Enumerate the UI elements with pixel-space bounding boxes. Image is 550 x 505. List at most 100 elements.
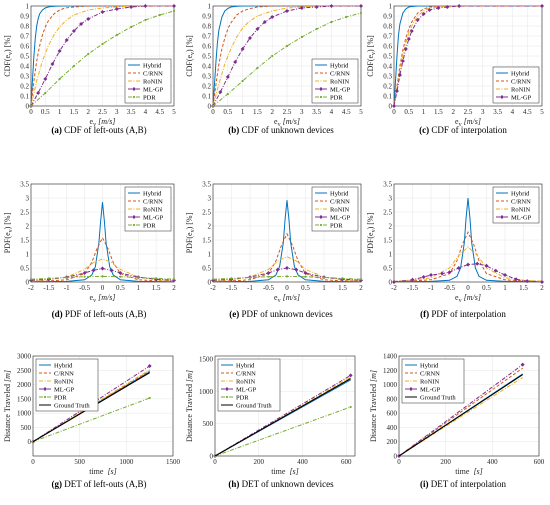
y-tick-label: 3.5 <box>20 181 29 189</box>
x-tick-label: 600 <box>534 458 545 466</box>
x-tick-label: 3.5 <box>493 108 502 116</box>
data-point <box>409 29 414 33</box>
data-point <box>144 18 147 22</box>
panel-caption: (d) PDF of left-outs (A,B) <box>14 309 184 319</box>
chart-panel-e: -2 -1.5 -1 -0.5 0 0.5 1 1.5 2 0 0.5 1 1.5 2 2.5 3 3.5 Hyb… <box>185 181 363 305</box>
x-tick-label: 4 <box>330 108 334 116</box>
x-axis-label-unit: [m/s] <box>283 293 300 302</box>
data-point <box>540 4 544 8</box>
legend-label: Hybrid <box>511 70 530 77</box>
x-tick-label: 0.5 <box>301 284 310 292</box>
y-axis-label: CDF(ev) [%] <box>185 35 196 77</box>
legend-label: C/RNN <box>143 198 163 205</box>
y-tick-label: 0.2 <box>20 83 29 91</box>
legend-label: PDR <box>143 222 156 229</box>
y-tick-label: 0 <box>208 279 212 287</box>
legend-label: C/RNN <box>511 78 531 85</box>
series-line-ground-truth <box>399 374 524 456</box>
panel-caption: (i) DET of interpolation <box>378 479 548 489</box>
legend-label: Hybrid <box>143 190 162 197</box>
x-tick-label: 1500 <box>166 458 181 466</box>
legend-box <box>217 358 281 412</box>
y-tick-label: 2000 <box>17 381 32 389</box>
x-tick-label: 0 <box>211 108 215 116</box>
chart-panel-h: 0 200 400 600050010001500HybridC/RNNRoNINML… <box>185 355 356 476</box>
x-tick-label: 2 <box>172 284 176 292</box>
series-line-ronin <box>394 6 542 106</box>
x-axis-label: ev [m/s] <box>274 293 300 304</box>
y-axis-label-sub: v <box>371 52 377 55</box>
legend-label: C/RNN <box>143 70 163 77</box>
data-point <box>256 66 259 70</box>
data-point <box>410 277 415 282</box>
x-tick-label: 3.5 <box>312 108 321 116</box>
y-tick-label: 0 <box>208 103 212 111</box>
y-tick-label: 0 <box>389 279 393 287</box>
y-axis-label-text: CDF(e <box>185 54 194 76</box>
x-tick-label: 1 <box>422 108 426 116</box>
y-tick-label: 1 <box>389 251 393 259</box>
data-point <box>400 59 405 63</box>
x-tick-label: 1000 <box>119 458 134 466</box>
caption-letter: (i) <box>419 479 429 489</box>
y-tick-label: 0.9 <box>202 13 211 21</box>
x-tick-label: 2 <box>540 284 544 292</box>
data-point <box>71 29 76 33</box>
x-axis-label-sub: v <box>278 298 281 304</box>
legend-marker <box>43 395 47 399</box>
y-axis-label: Distance Traveled [m] <box>369 370 378 442</box>
legend-label: RoNIN <box>54 378 73 385</box>
x-axis-label-unit: [s] <box>107 467 116 476</box>
y-tick-label: 0.8 <box>383 23 392 31</box>
legend-box <box>401 358 465 404</box>
y-tick-label: 0 <box>394 453 398 461</box>
y-tick-label: 0.3 <box>383 73 392 81</box>
x-axis-label: ev [m/s] <box>274 117 300 128</box>
y-axis-label-suffix: ) [%] <box>366 212 375 229</box>
data-point <box>457 4 462 8</box>
caption-letter: (h) <box>228 479 240 489</box>
series-line-c-rnn <box>31 236 174 282</box>
data-point <box>129 5 134 9</box>
axes-box <box>212 183 362 283</box>
data-point <box>394 89 399 93</box>
y-tick-label: 0.3 <box>202 73 211 81</box>
data-point <box>345 15 348 19</box>
data-point <box>82 271 87 276</box>
series-line-c-rnn <box>213 232 361 282</box>
data-point <box>445 5 450 9</box>
data-point <box>172 4 176 8</box>
data-point <box>540 280 544 284</box>
legend-marker <box>225 387 229 391</box>
y-tick-label: 0.9 <box>20 13 29 21</box>
series-line-hybrid <box>394 6 542 106</box>
data-point <box>304 275 307 278</box>
panel-caption: (b) CDF of unknown devices <box>196 125 366 135</box>
x-axis-label-unit: [s] <box>473 467 482 476</box>
x-tick-label: 2 <box>86 108 90 116</box>
y-axis-label-sub: v <box>8 52 14 55</box>
x-tick-label: 1.5 <box>70 108 79 116</box>
legend-label: Ground Truth <box>236 402 272 409</box>
data-point <box>101 42 104 46</box>
caption-text: DET of interpolation <box>430 479 507 489</box>
y-tick-label: 400 <box>387 424 398 432</box>
x-axis-label-sub: v <box>93 122 96 128</box>
y-tick-label: 1500 <box>199 356 214 364</box>
legend-label: PDR <box>143 94 156 101</box>
x-tick-label: 0 <box>285 284 289 292</box>
data-point <box>57 49 62 53</box>
data-point <box>137 276 140 279</box>
data-point <box>158 13 161 17</box>
y-tick-label: 0.4 <box>383 63 392 71</box>
series-line-pdr <box>215 406 351 456</box>
series-line-ml-gp <box>213 6 361 106</box>
data-point <box>427 8 432 12</box>
panel-caption: (e) PDF of unknown devices <box>196 309 366 319</box>
y-axis-label-sub: v <box>8 229 14 232</box>
legend-label: RoNIN <box>330 78 349 85</box>
data-point <box>130 25 133 29</box>
caption-letter: (a) <box>51 125 62 135</box>
